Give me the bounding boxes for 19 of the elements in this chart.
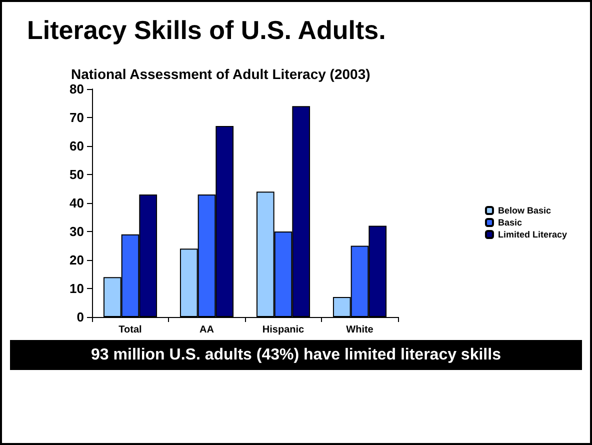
y-tick-label: 10: [70, 281, 84, 296]
legend-label: Basic: [498, 218, 522, 228]
y-tick-label: 70: [70, 110, 84, 125]
x-tick-label: White: [346, 324, 374, 336]
y-tick-label: 30: [70, 224, 84, 239]
y-tick-label: 0: [76, 310, 84, 324]
y-tick-label: 40: [70, 196, 84, 210]
y-tick-label: 80: [70, 82, 84, 96]
x-tick-label: Total: [118, 324, 142, 336]
chart-title: Literacy Skills of U.S. Adults.: [27, 15, 386, 45]
chart-subtitle: National Assessment of Adult Literacy (2003): [71, 66, 370, 82]
y-tick-label: 50: [70, 167, 84, 182]
y-tick-label: 60: [70, 138, 84, 154]
legend-label: Limited Literacy: [498, 230, 568, 240]
legend-label: Below Basic: [498, 206, 552, 216]
y-tick-label: 20: [70, 252, 84, 268]
x-tick-label: AA: [200, 324, 214, 336]
text: 93 million U.S. adults (43%) have limited literacy skills: [91, 346, 502, 364]
x-tick-label: Hispanic: [262, 324, 305, 336]
